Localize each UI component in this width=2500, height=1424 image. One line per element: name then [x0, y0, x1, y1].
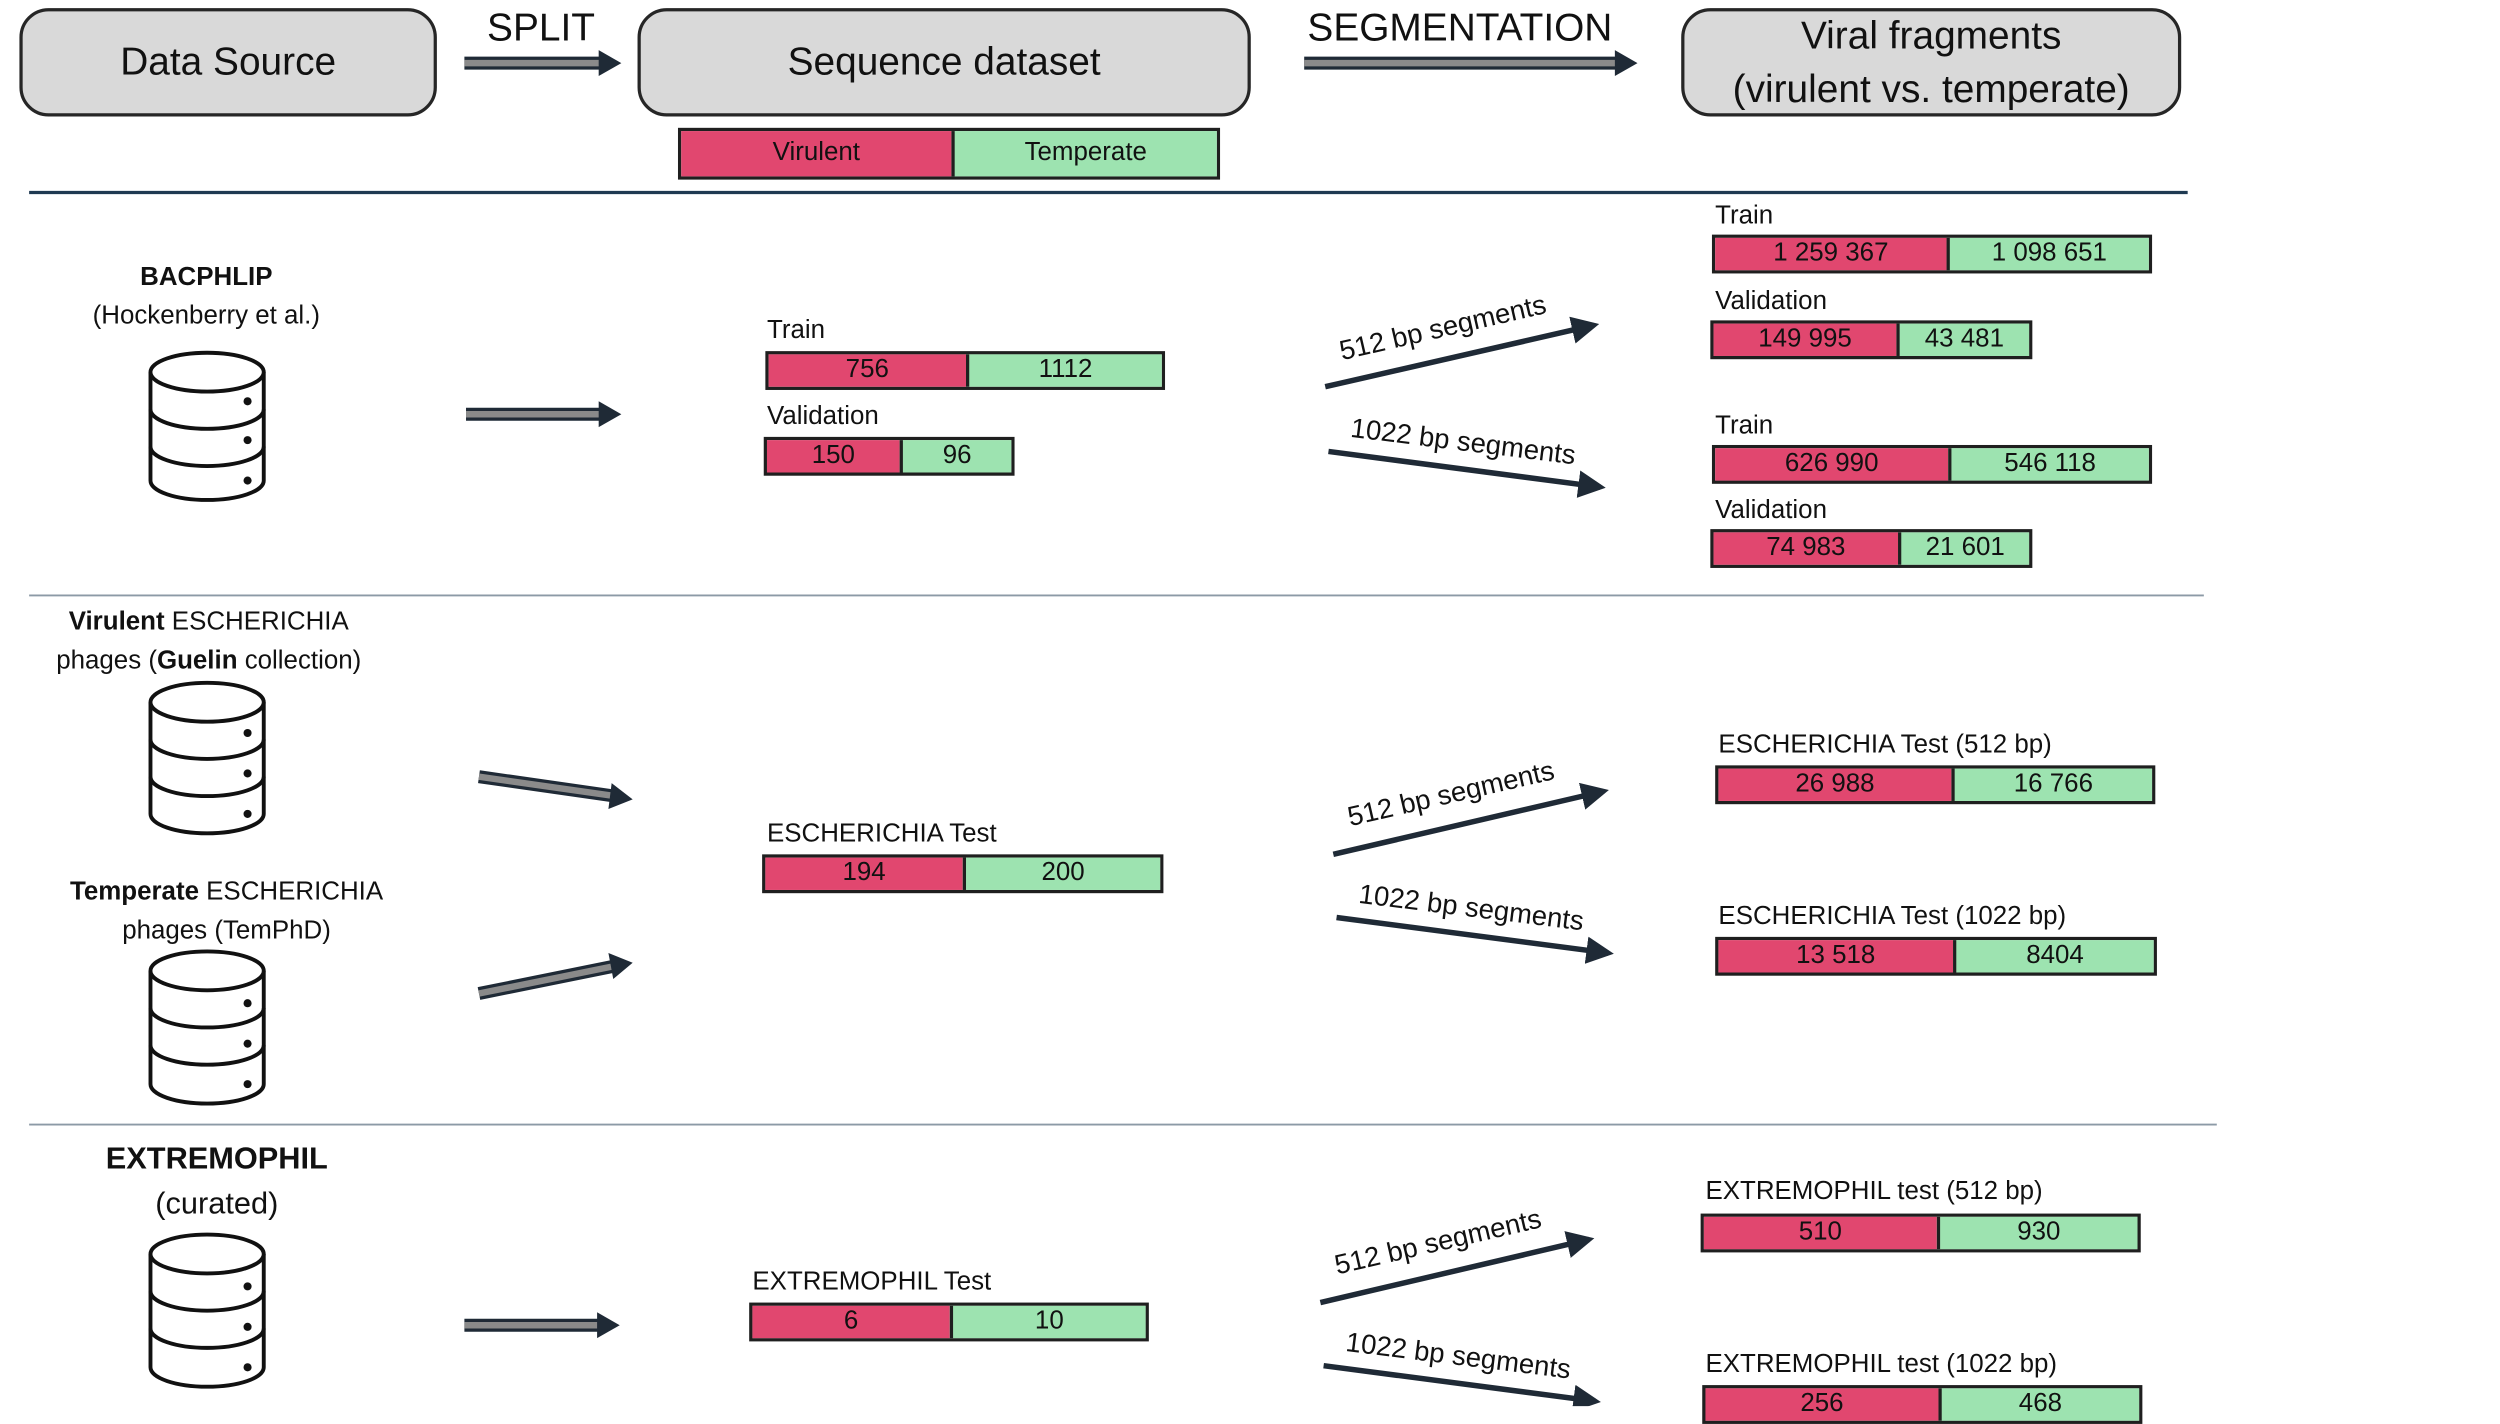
viral-fragments-box: Viral fragments (virulent vs. temperate) — [1681, 8, 2182, 117]
temperate-count: 10 — [949, 1305, 1146, 1339]
arrow-extremophil-split — [464, 1312, 620, 1339]
virulent-count: 150 — [766, 440, 900, 473]
viral-fragments-line2: (virulent vs. temperate) — [1732, 67, 2130, 111]
virulent-count: 256 — [1705, 1388, 1939, 1421]
extremophil-subtitle: (curated) — [155, 1187, 279, 1222]
arrow-temperate-split — [477, 953, 633, 1000]
bacphlip-frag512-val-label: Validation — [1715, 288, 1827, 316]
temperate-count: 43 481 — [1896, 323, 2030, 356]
temperate-count: 1112 — [966, 354, 1162, 387]
bacphlip-frag1022-train-label: Train — [1715, 412, 1774, 441]
virulent-count: 6 — [752, 1305, 950, 1339]
virulent-count: 626 990 — [1715, 448, 1949, 481]
arrow-extremophil-512 — [1319, 1231, 1595, 1306]
bacphlip-frag1022-train-bar: 626 990 546 118 — [1711, 444, 2153, 484]
virulent-count: 510 — [1703, 1216, 1937, 1250]
bacphlip-frag512-val-bar: 149 995 43 481 — [1710, 320, 2033, 360]
temperate-count: 16 766 — [1951, 768, 2153, 801]
bacphlip-validation-bar: 150 96 — [763, 436, 1015, 476]
escherichia-test-bar: 194 200 — [762, 854, 1164, 894]
escherichia-frag512-bar: 26 988 16 766 — [1715, 765, 2156, 805]
escherichia-virulent-source: Virulent ESCHERICHIA phages (Guelin coll… — [56, 608, 362, 675]
extremophil-name: EXTREMOPHIL — [105, 1142, 328, 1177]
database-icon — [148, 350, 266, 502]
bacphlip-frag1022-val-label: Validation — [1715, 496, 1827, 525]
arrow-virulent-split — [478, 770, 633, 810]
extremophil-frag1022-bar: 256 468 — [1702, 1385, 2143, 1424]
temperate-count: 1 098 651 — [1946, 237, 2149, 271]
bacphlip-citation: (Hockenberry et al.) — [92, 302, 320, 331]
arrow-escherichia-1022 — [1336, 914, 1614, 964]
sequence-dataset-label: Sequence dataset — [787, 40, 1101, 85]
temperate-count: 8404 — [1953, 940, 2154, 973]
database-icon — [148, 949, 266, 1106]
bacphlip-frag1022-val-bar: 74 983 21 601 — [1710, 529, 2033, 568]
virulent-count: 149 995 — [1713, 323, 1897, 356]
arrow-escherichia-512 — [1332, 782, 1609, 858]
virulent-count: 1 259 367 — [1715, 237, 1947, 271]
extremophil-frag512-label: EXTREMOPHIL test (512 bp) — [1705, 1177, 2043, 1206]
extremophil-frag1022-label: EXTREMOPHIL test (1022 bp) — [1705, 1351, 2058, 1379]
split-arrow — [464, 50, 622, 77]
bacphlip-train-label: Train — [766, 317, 826, 345]
database-icon — [148, 680, 266, 836]
data-source-box: Data Source — [19, 8, 437, 117]
split-label: SPLIT — [487, 6, 595, 51]
segmentation-label: SEGMENTATION — [1307, 6, 1613, 51]
segmentation-arrow — [1304, 50, 1638, 77]
virulent-count: 194 — [765, 857, 963, 890]
escherichia-frag1022-bar: 13 518 8404 — [1715, 936, 2157, 976]
temperate-count: 21 601 — [1898, 532, 2030, 565]
escherichia-test-label: ESCHERICHIA Test — [766, 820, 997, 848]
virulent-count: 26 988 — [1718, 768, 1952, 801]
extremophil-test-label: EXTREMOPHIL Test — [752, 1268, 992, 1297]
extremophil-frag512-bar: 510 930 — [1700, 1213, 2141, 1253]
bacphlip-train-bar: 756 1112 — [765, 351, 1166, 390]
arrow-bacphlip-split — [466, 401, 622, 428]
extremophil-test-bar: 6 10 — [749, 1302, 1149, 1342]
temperate-count: 468 — [1938, 1388, 2140, 1421]
temperate-count: 546 118 — [1948, 448, 2149, 481]
database-icon — [148, 1232, 266, 1389]
bacphlip-frag512-train-label: Train — [1715, 202, 1774, 230]
data-source-label: Data Source — [120, 40, 337, 85]
legend-virulent: Virulent — [681, 131, 952, 177]
legend-bar: Virulent Temperate — [677, 127, 1221, 180]
arrow-bacphlip-512 — [1324, 316, 1600, 390]
bacphlip-name: BACPHLIP — [140, 263, 273, 292]
escherichia-temperate-source: Temperate ESCHERICHIA phages (TemPhD) — [69, 878, 384, 945]
arrow-extremophil-1022 — [1323, 1362, 1601, 1407]
arrow-bacphlip-1022 — [1328, 448, 1606, 498]
virulent-count: 74 983 — [1713, 532, 1899, 565]
viral-fragments-line1: Viral fragments — [1800, 13, 2062, 58]
temperate-count: 930 — [1936, 1216, 2138, 1250]
bacphlip-frag512-train-bar: 1 259 367 1 098 651 — [1711, 234, 2153, 274]
bacphlip-validation-label: Validation — [766, 402, 879, 431]
legend-temperate: Temperate — [951, 131, 1217, 177]
virulent-count: 756 — [768, 354, 967, 387]
virulent-count: 13 518 — [1718, 940, 1954, 973]
temperate-count: 96 — [899, 440, 1012, 473]
escherichia-frag1022-label: ESCHERICHIA Test (1022 bp) — [1718, 902, 2067, 931]
escherichia-frag512-label: ESCHERICHIA Test (512 bp) — [1718, 731, 2052, 759]
temperate-count: 200 — [962, 857, 1161, 890]
sequence-dataset-box: Sequence dataset — [637, 8, 1251, 117]
